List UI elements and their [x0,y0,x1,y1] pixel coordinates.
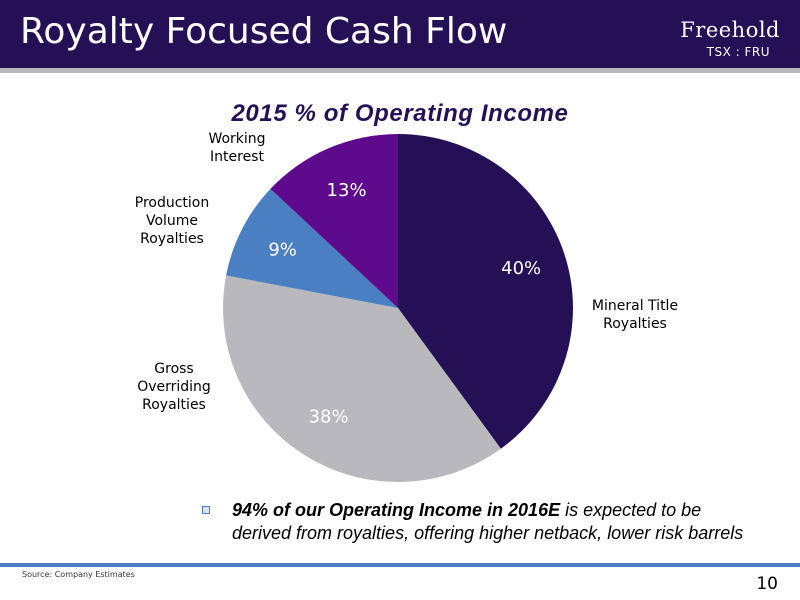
brand-logo-name: Freehold [680,18,780,42]
category-label-mineral-title: Mineral Title Royalties [591,298,679,332]
square-bullet-icon [202,506,210,514]
data-label-gross-overriding: 38% [309,407,349,428]
slide-header: Royalty Focused Cash Flow Freehold TSX :… [0,0,800,68]
page-number: 10 [756,574,778,594]
category-label-gross-overriding: Gross Overriding Royalties [137,361,211,413]
category-label-working-interest: Working Interest [208,131,266,165]
brand-ticker: TSX : FRU [706,45,770,59]
bullet-bold-text: 94% of our Operating Income in 2016E [232,500,561,520]
pie-slice-mineral-title [398,134,573,449]
footer-divider [0,563,800,567]
slide-title: Royalty Focused Cash Flow [20,11,508,52]
data-label-mineral-title: 40% [501,258,541,279]
category-label-production-volume: Production Volume Royalties [134,195,210,247]
bullet-rest-text: is expected to be derived from royalties… [232,500,744,543]
pie-slice-production-volume [226,188,398,308]
data-label-working-interest: 13% [327,180,367,201]
bullet-text: 94% of our Operating Income in 2016E is … [232,499,760,545]
pie-slice-gross-overriding [223,275,501,482]
key-point-bullet: 94% of our Operating Income in 2016E is … [200,499,760,545]
chart-title: 2015 % of Operating Income [231,100,569,127]
pie-slice-working-interest [270,134,398,308]
source-note: Source: Company Estimates [22,570,135,579]
data-label-production-volume: 9% [268,240,297,261]
header-divider [0,68,800,73]
